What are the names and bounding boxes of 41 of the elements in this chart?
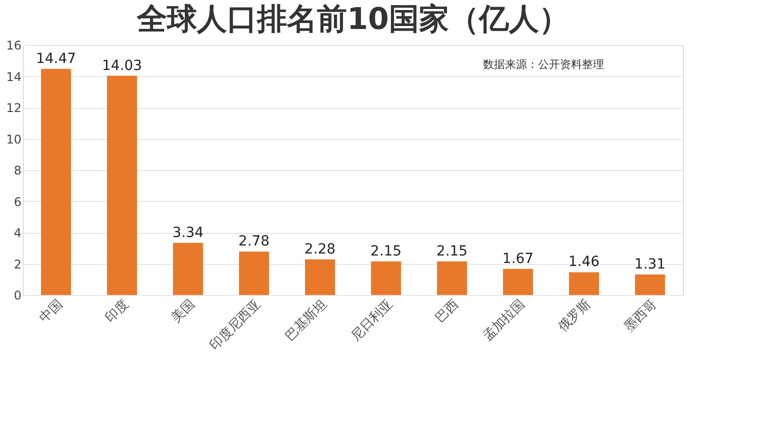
x-tick-label: 巴西 [432,296,462,326]
x-tick-label: 孟加拉国 [480,296,528,344]
y-tick-label: 10 [6,132,22,146]
x-tick-label: 印度尼西亚 [206,296,264,354]
x-tick-label: 印度 [102,296,132,326]
y-tick-label: 4 [14,226,22,240]
x-tick-label: 尼日利亚 [348,296,396,344]
annotation: 数据来源：公开资料整理 [483,58,604,71]
data-label: 2.28 [304,241,336,258]
x-tick-label: 美国 [168,296,198,326]
bar [173,242,203,295]
y-tick-label: 6 [14,194,22,209]
bar [41,68,71,295]
data-label: 2.15 [436,243,468,260]
data-label: 2.78 [238,234,270,250]
bar [437,261,467,295]
data-label: 1.46 [568,254,600,270]
data-label: 3.34 [172,224,204,241]
bar [569,272,599,295]
x-tick-label: 巴基斯坦 [282,296,330,344]
bar [503,268,533,295]
data-label: 1.31 [634,256,666,273]
data-label: 1.67 [502,250,534,267]
bar [107,76,137,295]
x-tick-label: 中国 [36,296,66,326]
y-tick-label: 0 [14,288,22,302]
y-tick-label: 8 [14,164,22,178]
bar [239,252,269,295]
chart-title: 全球人口排名前10国家（亿人） [136,2,569,37]
bar [305,259,335,295]
y-tick-label: 16 [6,38,22,52]
data-label: 14.47 [36,50,76,67]
bar [635,274,665,295]
bar [371,261,401,295]
x-tick-label: 墨西哥 [622,296,660,335]
data-label: 14.03 [102,58,142,74]
x-tick-label: 俄罗斯 [556,296,594,335]
y-tick-label: 14 [6,70,22,84]
y-tick-label: 2 [14,257,22,272]
data-label: 2.15 [370,243,402,260]
y-tick-label: 12 [6,101,22,115]
